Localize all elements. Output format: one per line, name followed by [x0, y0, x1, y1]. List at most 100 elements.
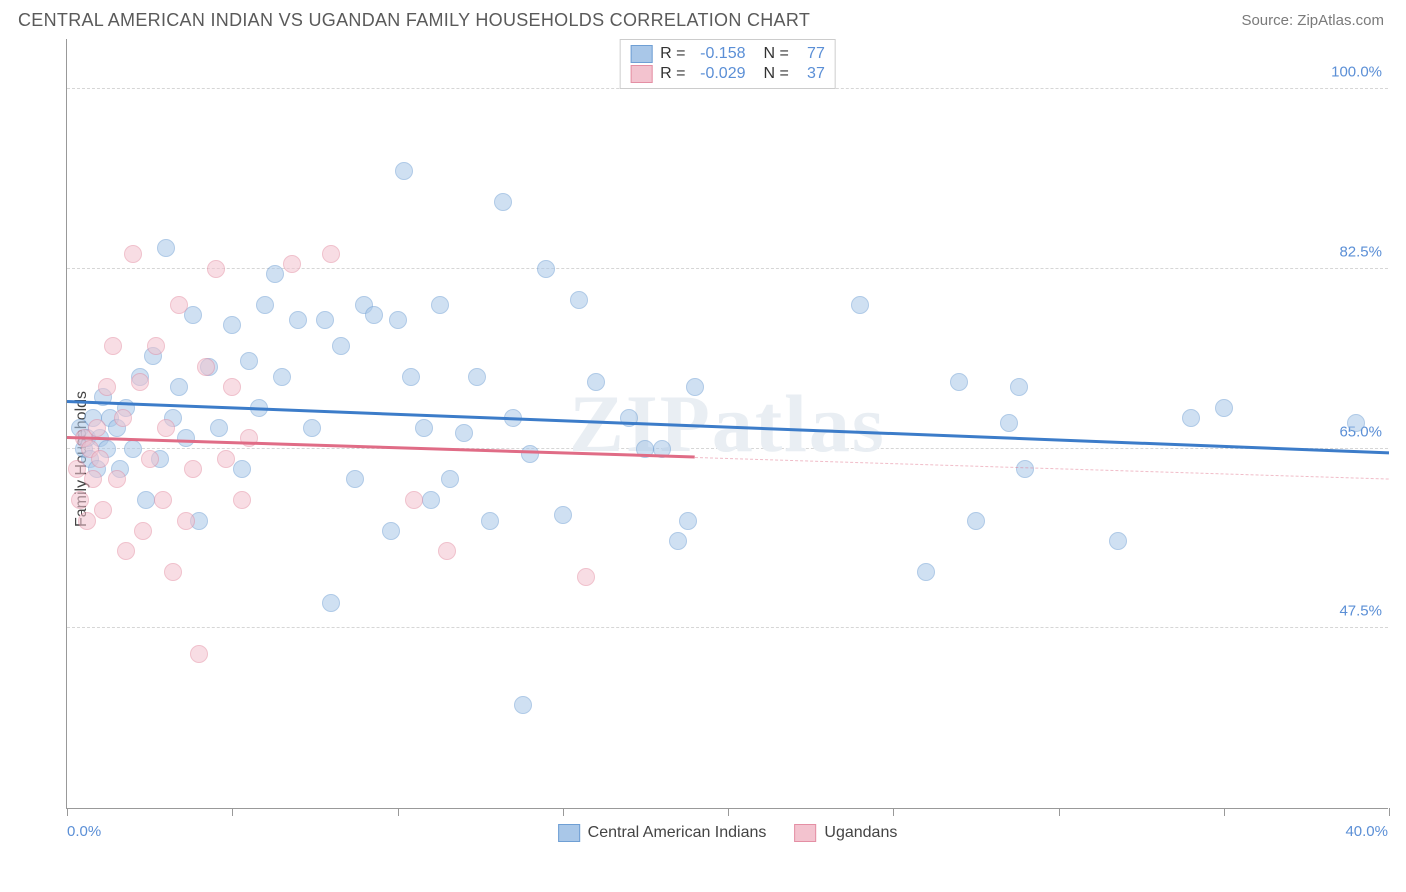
- data-point: [233, 460, 251, 478]
- data-point: [570, 291, 588, 309]
- stat-n-value: 37: [797, 65, 825, 83]
- data-point: [157, 239, 175, 257]
- data-point: [104, 337, 122, 355]
- data-point: [1109, 532, 1127, 550]
- chart-container: Family Households 47.5%65.0%82.5%100.0%0…: [18, 39, 1388, 879]
- data-point: [71, 491, 89, 509]
- x-tick: [1224, 808, 1225, 816]
- y-tick-label: 100.0%: [1331, 64, 1382, 81]
- trend-line: [695, 457, 1389, 480]
- source-label: Source: ZipAtlas.com: [1241, 12, 1384, 29]
- data-point: [1000, 414, 1018, 432]
- legend-label: Central American Indians: [588, 824, 767, 842]
- data-point: [468, 368, 486, 386]
- data-point: [422, 491, 440, 509]
- data-point: [157, 419, 175, 437]
- chart-title: CENTRAL AMERICAN INDIAN VS UGANDAN FAMIL…: [18, 10, 810, 31]
- x-label-max: 40.0%: [1345, 823, 1388, 840]
- data-point: [154, 491, 172, 509]
- data-point: [273, 368, 291, 386]
- x-tick: [1059, 808, 1060, 816]
- y-tick-label: 82.5%: [1339, 244, 1382, 261]
- data-point: [455, 424, 473, 442]
- data-point: [289, 311, 307, 329]
- legend-label: Ugandans: [824, 824, 897, 842]
- x-tick: [232, 808, 233, 816]
- x-tick: [563, 808, 564, 816]
- legend-swatch-icon: [794, 824, 816, 842]
- stat-n-value: 77: [797, 45, 825, 63]
- data-point: [240, 429, 258, 447]
- data-point: [170, 296, 188, 314]
- data-point: [537, 260, 555, 278]
- data-point: [851, 296, 869, 314]
- data-point: [1016, 460, 1034, 478]
- stat-label: N =: [764, 65, 789, 83]
- data-point: [686, 378, 704, 396]
- data-point: [283, 255, 301, 273]
- data-point: [1010, 378, 1028, 396]
- data-point: [438, 542, 456, 560]
- data-point: [322, 594, 340, 612]
- data-point: [950, 373, 968, 391]
- data-point: [88, 419, 106, 437]
- data-point: [207, 260, 225, 278]
- legend-item: Ugandans: [794, 824, 897, 842]
- data-point: [256, 296, 274, 314]
- data-point: [190, 645, 208, 663]
- data-point: [177, 429, 195, 447]
- legend-item: Central American Indians: [558, 824, 767, 842]
- data-point: [68, 460, 86, 478]
- data-point: [177, 512, 195, 530]
- x-tick: [893, 808, 894, 816]
- data-point: [131, 373, 149, 391]
- data-point: [389, 311, 407, 329]
- x-tick: [67, 808, 68, 816]
- data-point: [316, 311, 334, 329]
- data-point: [322, 245, 340, 263]
- data-point: [91, 450, 109, 468]
- series-swatch-icon: [630, 65, 652, 83]
- data-point: [98, 378, 116, 396]
- data-point: [233, 491, 251, 509]
- x-tick: [728, 808, 729, 816]
- data-point: [223, 316, 241, 334]
- data-point: [94, 501, 112, 519]
- data-point: [415, 419, 433, 437]
- data-point: [441, 470, 459, 488]
- data-point: [124, 440, 142, 458]
- stats-row: R =-0.158N =77: [630, 44, 825, 64]
- y-tick-label: 47.5%: [1339, 603, 1382, 620]
- data-point: [117, 542, 135, 560]
- data-point: [266, 265, 284, 283]
- stats-panel: R = -0.158 N = 77R = -0.029 N = 37: [619, 39, 836, 89]
- data-point: [514, 696, 532, 714]
- data-point: [521, 445, 539, 463]
- stat-r-value: -0.029: [694, 65, 746, 83]
- data-point: [108, 470, 126, 488]
- legend-swatch-icon: [558, 824, 580, 842]
- data-point: [669, 532, 687, 550]
- stat-label: R =: [660, 65, 685, 83]
- data-point: [170, 378, 188, 396]
- data-point: [1347, 414, 1365, 432]
- data-point: [184, 460, 202, 478]
- data-point: [197, 358, 215, 376]
- legend: Central American Indians Ugandans: [558, 824, 898, 842]
- stats-row: R = -0.029 N = 37: [630, 64, 825, 84]
- data-point: [303, 419, 321, 437]
- data-point: [481, 512, 499, 530]
- data-point: [382, 522, 400, 540]
- grid-line: [67, 448, 1388, 449]
- stat-r-value: -0.158: [694, 45, 746, 63]
- data-point: [124, 245, 142, 263]
- data-point: [84, 470, 102, 488]
- data-point: [365, 306, 383, 324]
- data-point: [137, 491, 155, 509]
- data-point: [431, 296, 449, 314]
- data-point: [554, 506, 572, 524]
- data-point: [134, 522, 152, 540]
- stat-label: N =: [764, 45, 789, 63]
- data-point: [114, 409, 132, 427]
- data-point: [332, 337, 350, 355]
